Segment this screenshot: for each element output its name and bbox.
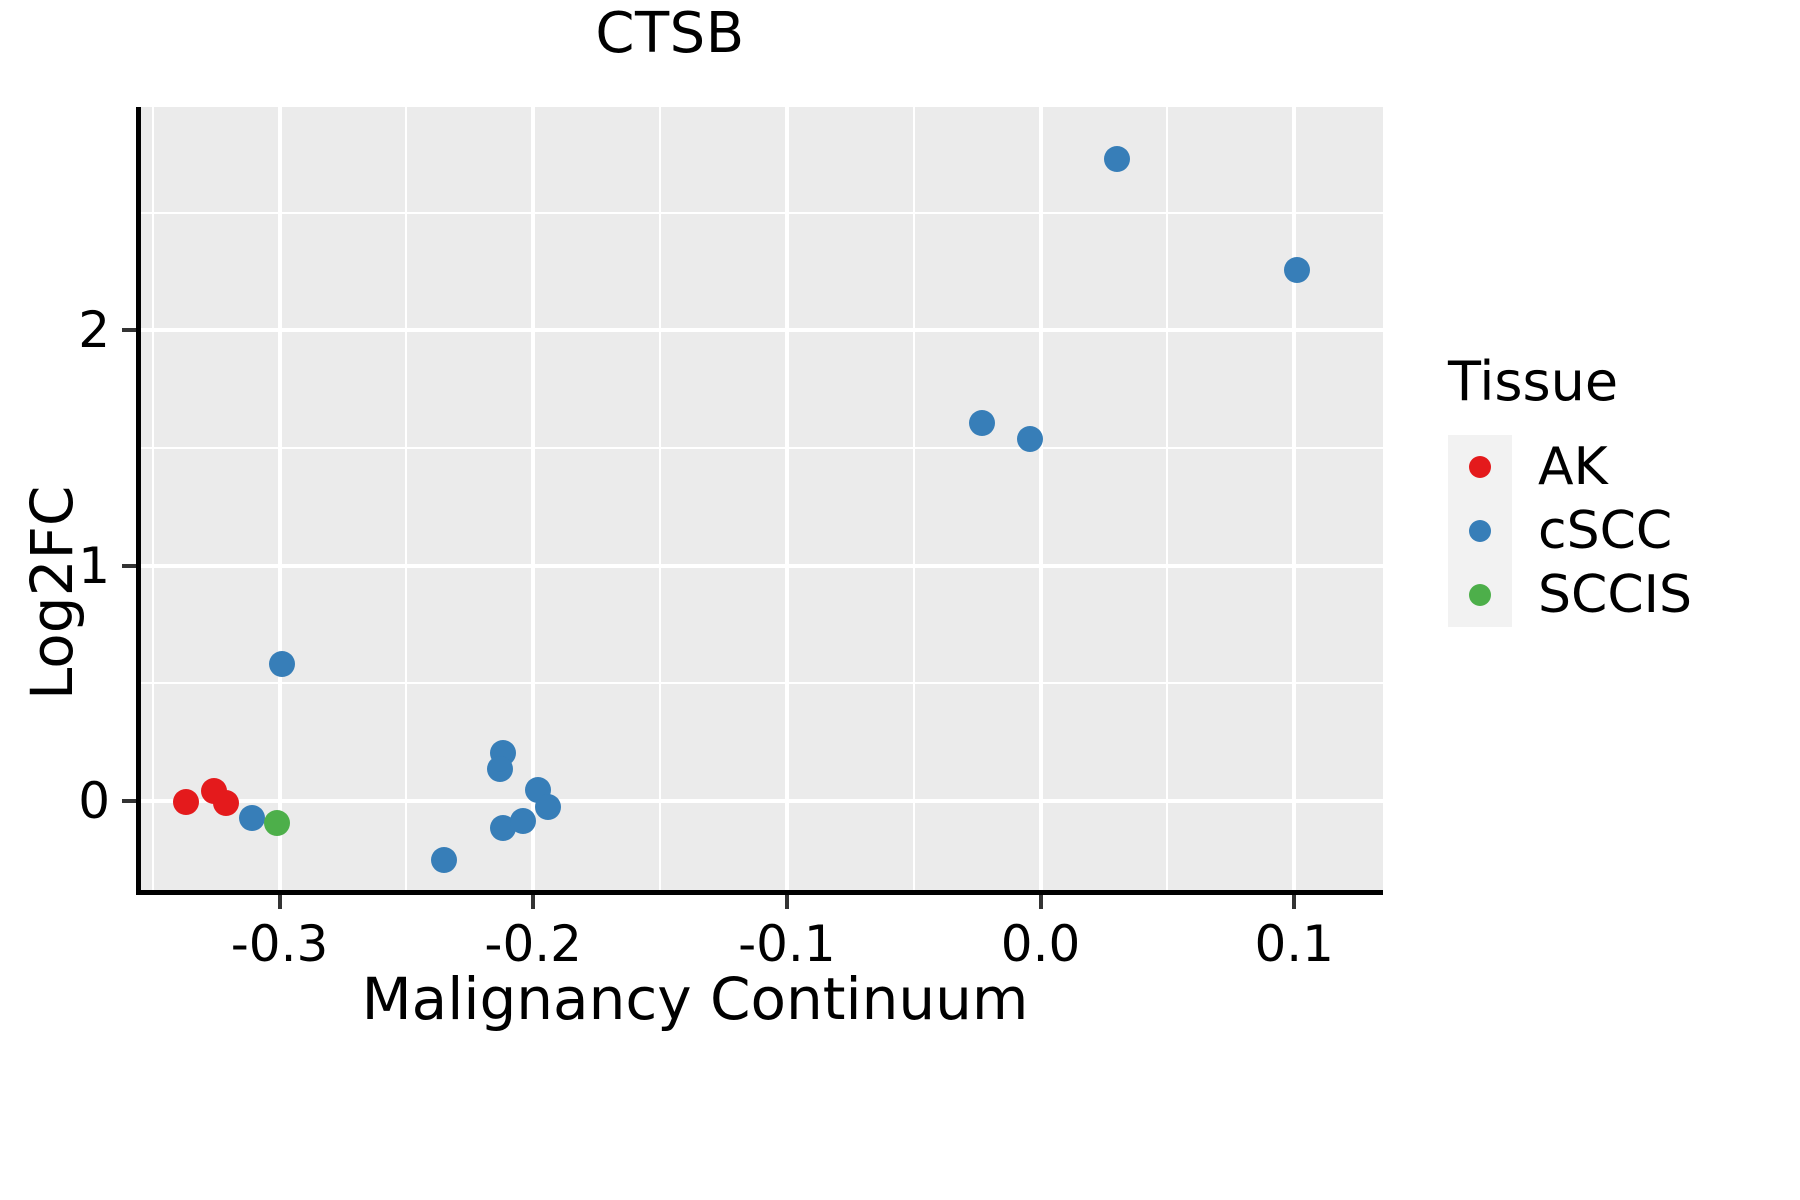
y-tick-mark (122, 328, 136, 333)
legend-dot-icon (1469, 584, 1491, 606)
legend-dot-icon (1469, 520, 1491, 542)
y-axis-line (136, 107, 141, 890)
gridline-vertical-minor (659, 107, 662, 890)
chart-title: CTSB (595, 1, 745, 66)
legend-item-sccis[interactable]: SCCIS (1448, 563, 1778, 627)
data-point-cscc (269, 651, 296, 678)
gridline-horizontal-major (140, 563, 1383, 568)
y-tick-mark (122, 798, 136, 803)
gridline-vertical-major (277, 107, 282, 890)
gridline-vertical-major (1038, 107, 1043, 890)
y-axis-title: Log2FC (18, 485, 86, 700)
data-point-cscc (969, 409, 996, 436)
data-point-cscc (487, 756, 514, 783)
x-tick-label: 0.1 (1254, 915, 1334, 973)
data-point-cscc (431, 847, 458, 874)
data-point-ak (213, 790, 240, 817)
gridline-horizontal-major (140, 328, 1383, 333)
gridline-vertical-major (531, 107, 536, 890)
legend-key-swatch (1448, 499, 1512, 563)
gridline-vertical-minor (151, 107, 154, 890)
gridline-horizontal-minor (140, 211, 1383, 214)
x-tick-label: -0.2 (484, 915, 582, 973)
legend-dot-icon (1469, 456, 1491, 478)
x-tick-mark (531, 895, 536, 909)
legend-item-label: cSCC (1538, 501, 1673, 561)
data-point-cscc (535, 793, 562, 820)
legend-item-ak[interactable]: AK (1448, 435, 1778, 499)
data-point-cscc (238, 805, 265, 832)
gridline-vertical-minor (912, 107, 915, 890)
data-point-cscc (510, 807, 537, 834)
gridline-horizontal-major (140, 798, 1383, 803)
x-tick-label: -0.1 (738, 915, 836, 973)
gridline-vertical-minor (1166, 107, 1169, 890)
data-point-cscc (1283, 256, 1310, 283)
y-tick-label: 0 (78, 771, 110, 830)
x-tick-mark (277, 895, 282, 909)
data-point-ak (172, 788, 199, 815)
x-tick-mark (784, 895, 789, 909)
legend-item-label: SCCIS (1538, 565, 1692, 625)
x-axis-title: Malignancy Continuum (361, 965, 1029, 1033)
gridline-horizontal-minor (140, 446, 1383, 449)
gridline-vertical-major (1292, 107, 1297, 890)
legend-entries: AK cSCC SCCIS (1448, 435, 1778, 627)
x-axis-line (136, 890, 1383, 895)
gridline-vertical-major (784, 107, 789, 890)
legend-key-swatch (1448, 563, 1512, 627)
legend-item-label: AK (1538, 437, 1608, 497)
gridline-horizontal-minor (140, 682, 1383, 685)
x-tick-label: 0.0 (1000, 915, 1081, 973)
x-tick-mark (1292, 895, 1297, 909)
y-tick-mark (122, 563, 136, 568)
y-tick-label: 1 (78, 536, 110, 595)
data-point-cscc (1017, 425, 1044, 452)
x-tick-mark (1038, 895, 1043, 909)
plot-panel (140, 107, 1383, 890)
legend: Tissue AK cSCC SCCIS (1448, 355, 1778, 627)
data-point-sccis (263, 809, 290, 836)
legend-title: Tissue (1448, 350, 1619, 413)
data-point-cscc (1103, 145, 1130, 172)
legend-item-cscc[interactable]: cSCC (1448, 499, 1778, 563)
x-tick-label: -0.3 (230, 915, 329, 973)
legend-key-swatch (1448, 435, 1512, 499)
y-tick-label: 2 (78, 301, 110, 360)
gridline-vertical-minor (405, 107, 408, 890)
